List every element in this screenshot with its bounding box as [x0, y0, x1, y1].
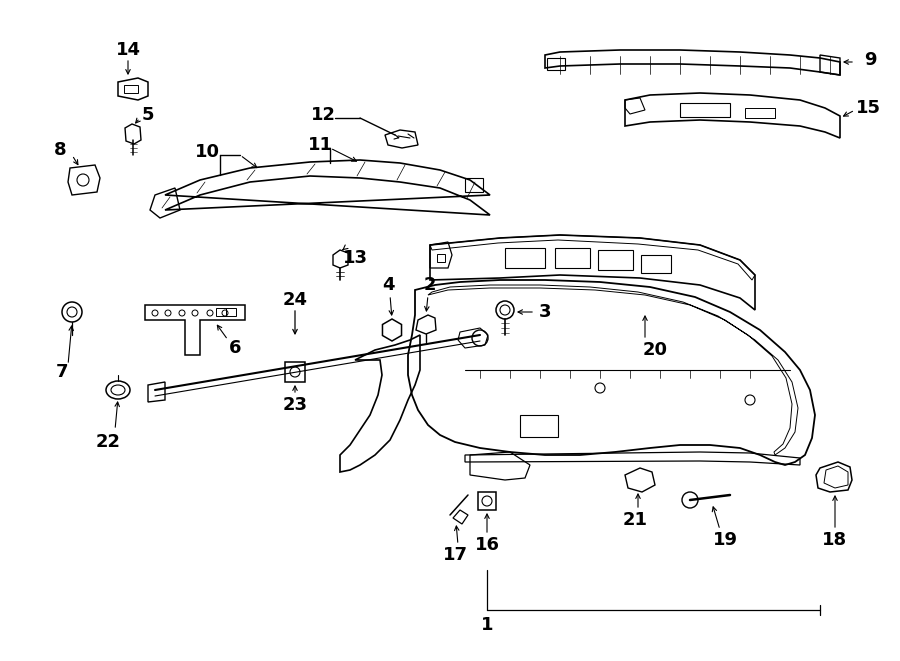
- Text: 24: 24: [283, 291, 308, 309]
- Text: 17: 17: [443, 546, 467, 564]
- Bar: [505, 248, 545, 268]
- Text: 2: 2: [424, 276, 436, 294]
- Text: 22: 22: [95, 433, 121, 451]
- Text: 11: 11: [308, 136, 332, 154]
- Bar: [555, 248, 590, 268]
- Text: 12: 12: [310, 106, 336, 124]
- Text: 16: 16: [474, 536, 500, 554]
- Text: 5: 5: [142, 106, 154, 124]
- Bar: [641, 255, 671, 273]
- Text: 1: 1: [481, 616, 493, 634]
- Bar: [465, 178, 483, 192]
- Text: 18: 18: [823, 531, 848, 549]
- Bar: [547, 58, 565, 70]
- Bar: [124, 85, 138, 93]
- Text: 23: 23: [283, 396, 308, 414]
- Text: 9: 9: [864, 51, 877, 69]
- Bar: [226, 308, 236, 316]
- Text: 10: 10: [194, 143, 220, 161]
- Bar: [478, 492, 496, 510]
- Bar: [285, 362, 305, 382]
- Text: 15: 15: [856, 99, 880, 117]
- Text: 13: 13: [343, 249, 367, 267]
- Text: 4: 4: [382, 276, 394, 294]
- Text: 20: 20: [643, 341, 668, 359]
- Bar: [520, 415, 558, 437]
- Text: 14: 14: [115, 41, 140, 59]
- Text: 21: 21: [623, 511, 647, 529]
- Text: 8: 8: [54, 141, 67, 159]
- Text: 3: 3: [539, 303, 551, 321]
- Text: 6: 6: [229, 339, 241, 357]
- Text: 19: 19: [713, 531, 737, 549]
- Bar: [598, 250, 633, 270]
- Text: 7: 7: [56, 363, 68, 381]
- Bar: [680, 103, 730, 117]
- Bar: [745, 108, 775, 118]
- Bar: [216, 308, 226, 316]
- Bar: [437, 254, 445, 262]
